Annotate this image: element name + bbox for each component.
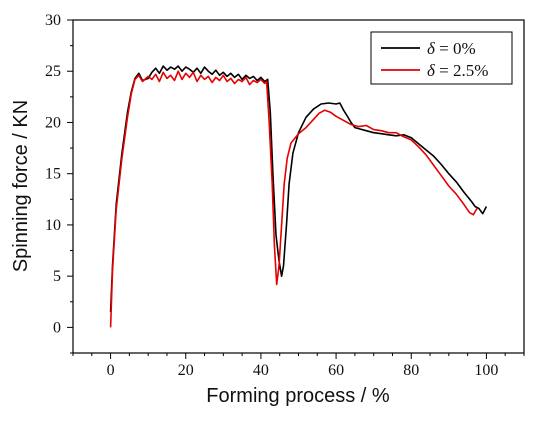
x-tick-label: 0 xyxy=(107,362,115,379)
legend-box xyxy=(370,31,513,85)
legend-delta-symbol: δ xyxy=(427,39,436,58)
axis-tick-labels: 0 20 40 60 80 100 0 5 10 15 20 25 30 xyxy=(45,12,498,379)
series-line-1 xyxy=(109,70,478,328)
legend: δ = 0%δ = 2.5% xyxy=(370,31,513,85)
y-tick-label: 30 xyxy=(45,12,61,29)
legend-label-0: δ = 0% xyxy=(427,39,476,58)
series-layer xyxy=(109,65,488,328)
legend-delta-value: = 0% xyxy=(435,39,476,58)
axis-ticks xyxy=(67,19,525,359)
legend-label-1: δ = 2.5% xyxy=(427,61,488,80)
x-axis-title: Forming process / % xyxy=(206,385,390,407)
y-tick-label: 20 xyxy=(45,114,61,131)
y-axis-title: Spinning force / KN xyxy=(10,100,32,272)
legend-delta-symbol: δ xyxy=(427,61,436,80)
x-tick-label: 20 xyxy=(178,362,194,379)
y-tick-label: 5 xyxy=(53,268,61,285)
y-tick-label: 15 xyxy=(45,166,61,183)
legend-delta-value: = 2.5% xyxy=(435,61,489,80)
y-tick-label: 0 xyxy=(53,319,61,336)
x-tick-label: 100 xyxy=(474,362,498,379)
y-tick-label: 10 xyxy=(45,217,61,234)
series-line-0 xyxy=(109,65,488,313)
x-tick-label: 40 xyxy=(253,362,269,379)
x-tick-label: 80 xyxy=(403,362,419,379)
y-tick-label: 25 xyxy=(45,63,61,80)
x-tick-label: 60 xyxy=(328,362,344,379)
